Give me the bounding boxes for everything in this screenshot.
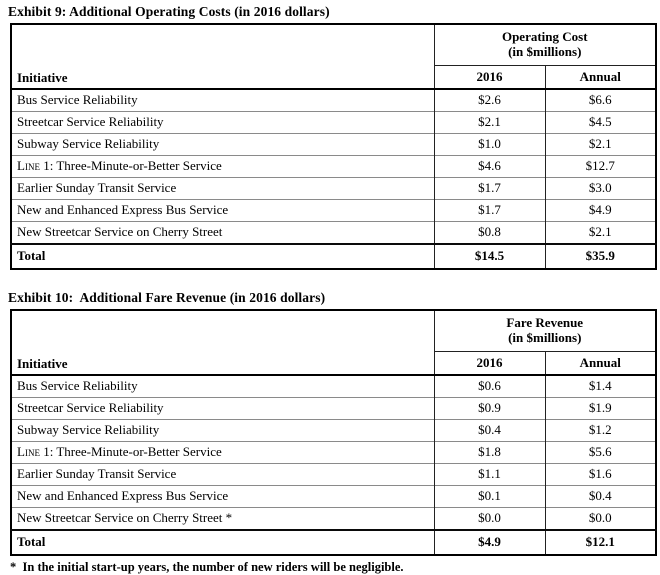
- value-2016-cell: $1.8: [433, 441, 545, 464]
- table-row: Earlier Sunday Transit Service $1.1 $1.6: [11, 463, 656, 486]
- value-2016-cell: $1.7: [433, 199, 545, 222]
- col-2016-header: 2016: [433, 351, 545, 376]
- table-row: Subway Service Reliability $1.0 $2.1: [11, 133, 656, 156]
- exhibit9-title: Exhibit 9: Additional Operating Costs (i…: [8, 4, 330, 19]
- value-annual-cell: $1.9: [544, 397, 656, 420]
- col-2016-header: 2016: [433, 65, 545, 90]
- initiative-cell: New and Enhanced Express Bus Service: [11, 199, 434, 222]
- col-annual-header: Annual: [544, 65, 656, 90]
- exhibit10-table-body: Bus Service Reliability $0.6 $1.4 Streetcar…: [11, 374, 656, 555]
- initiative-cell: Earlier Sunday Transit Service: [11, 177, 434, 200]
- value-annual-cell: $1.4: [544, 374, 656, 398]
- smallcaps-word: Line: [17, 444, 40, 460]
- value-2016-cell: $14.5: [433, 243, 545, 269]
- value-annual-cell: $12.7: [544, 155, 656, 178]
- column-header-row: 2016 Annual: [11, 65, 656, 90]
- initiative-cell: Earlier Sunday Transit Service: [11, 463, 434, 486]
- initiative-cell: Total: [11, 243, 434, 269]
- value-annual-cell: $12.1: [544, 529, 656, 555]
- value-2016-cell: $0.9: [433, 397, 545, 420]
- operating-cost-group-header: Operating Cost (in $millions): [433, 24, 656, 66]
- smallcaps-word: Line: [17, 158, 40, 174]
- value-annual-cell: $2.1: [544, 133, 656, 156]
- value-annual-cell: $35.9: [544, 243, 656, 269]
- initiative-cell: Line 1: Three-Minute-or-Better Service: [11, 441, 434, 464]
- value-annual-cell: $3.0: [544, 177, 656, 200]
- value-annual-cell: $6.6: [544, 88, 656, 112]
- table-row: Earlier Sunday Transit Service $1.7 $3.0: [11, 177, 656, 200]
- group-header-row: Initiative Fare Revenue (in $millions): [11, 310, 656, 376]
- exhibit9-table: Initiative Operating Cost (in $millions)…: [10, 23, 657, 270]
- table-row: Streetcar Service Reliability $2.1 $4.5: [11, 111, 656, 134]
- value-annual-cell: $1.2: [544, 419, 656, 442]
- table-row: New and Enhanced Express Bus Service $0.1…: [11, 485, 656, 508]
- table-row: New Streetcar Service on Cherry Street $0…: [11, 221, 656, 244]
- value-annual-cell: $4.9: [544, 199, 656, 222]
- initiative-cell: Streetcar Service Reliability: [11, 111, 434, 134]
- initiative-column-header: Initiative: [11, 310, 434, 376]
- table-row: Subway Service Reliability $0.4 $1.2: [11, 419, 656, 442]
- initiative-cell: Bus Service Reliability: [11, 374, 434, 398]
- table-total-row: Total $14.5 $35.9: [11, 243, 656, 269]
- initiative-cell: Total: [11, 529, 434, 555]
- group-header-row: Initiative Operating Cost (in $millions): [11, 24, 656, 90]
- exhibit10-table-header: Initiative Fare Revenue (in $millions) 2…: [11, 310, 656, 376]
- value-2016-cell: $4.9: [433, 529, 545, 555]
- footnote: * In the initial start-up years, the num…: [10, 560, 404, 574]
- value-annual-cell: $0.0: [544, 507, 656, 530]
- value-2016-cell: $1.7: [433, 177, 545, 200]
- value-2016-cell: $4.6: [433, 155, 545, 178]
- exhibit9-table-body: Bus Service Reliability $2.6 $6.6 Streetcar…: [11, 88, 656, 269]
- initiative-cell: New Streetcar Service on Cherry Street *: [11, 507, 434, 530]
- exhibit9-table-header: Initiative Operating Cost (in $millions)…: [11, 24, 656, 90]
- value-annual-cell: $5.6: [544, 441, 656, 464]
- col-annual-header: Annual: [544, 351, 656, 376]
- exhibit10-title: Exhibit 10: Additional Fare Revenue (in …: [8, 290, 326, 305]
- initiative-cell: Streetcar Service Reliability: [11, 397, 434, 420]
- table-row: New Streetcar Service on Cherry Street *…: [11, 507, 656, 530]
- exhibit10-table: Initiative Fare Revenue (in $millions) 2…: [10, 309, 657, 556]
- value-2016-cell: $0.4: [433, 419, 545, 442]
- value-2016-cell: $1.1: [433, 463, 545, 486]
- table-row: Bus Service Reliability $2.6 $6.6: [11, 88, 656, 112]
- value-2016-cell: $2.1: [433, 111, 545, 134]
- initiative-cell: New Streetcar Service on Cherry Street: [11, 221, 434, 244]
- value-annual-cell: $1.6: [544, 463, 656, 486]
- group-header-title: Fare Revenue: [506, 315, 584, 331]
- initiative-cell: Subway Service Reliability: [11, 133, 434, 156]
- value-2016-cell: $0.1: [433, 485, 545, 508]
- table-total-row: Total $4.9 $12.1: [11, 529, 656, 555]
- group-header-units: (in $millions): [508, 44, 582, 59]
- table-row: New and Enhanced Express Bus Service $1.7…: [11, 199, 656, 222]
- value-annual-cell: $4.5: [544, 111, 656, 134]
- initiative-cell: Subway Service Reliability: [11, 419, 434, 442]
- initiative-cell: Line 1: Three-Minute-or-Better Service: [11, 155, 434, 178]
- group-header-units: (in $millions): [508, 330, 582, 345]
- value-2016-cell: $2.6: [433, 88, 545, 112]
- initiative-cell: New and Enhanced Express Bus Service: [11, 485, 434, 508]
- table-row: Bus Service Reliability $0.6 $1.4: [11, 374, 656, 398]
- value-2016-cell: $0.8: [433, 221, 545, 244]
- table-row: Line 1: Three-Minute-or-Better Service $1…: [11, 441, 656, 464]
- table-row: Streetcar Service Reliability $0.9 $1.9: [11, 397, 656, 420]
- value-2016-cell: $0.0: [433, 507, 545, 530]
- group-header-title: Operating Cost: [501, 29, 588, 45]
- fare-revenue-group-header: Fare Revenue (in $millions): [433, 310, 656, 352]
- column-header-row: 2016 Annual: [11, 351, 656, 376]
- initiative-cell: Bus Service Reliability: [11, 88, 434, 112]
- value-annual-cell: $0.4: [544, 485, 656, 508]
- table-row: Line 1: Three-Minute-or-Better Service $4…: [11, 155, 656, 178]
- value-2016-cell: $1.0: [433, 133, 545, 156]
- initiative-column-header: Initiative: [11, 24, 434, 90]
- value-annual-cell: $2.1: [544, 221, 656, 244]
- value-2016-cell: $0.6: [433, 374, 545, 398]
